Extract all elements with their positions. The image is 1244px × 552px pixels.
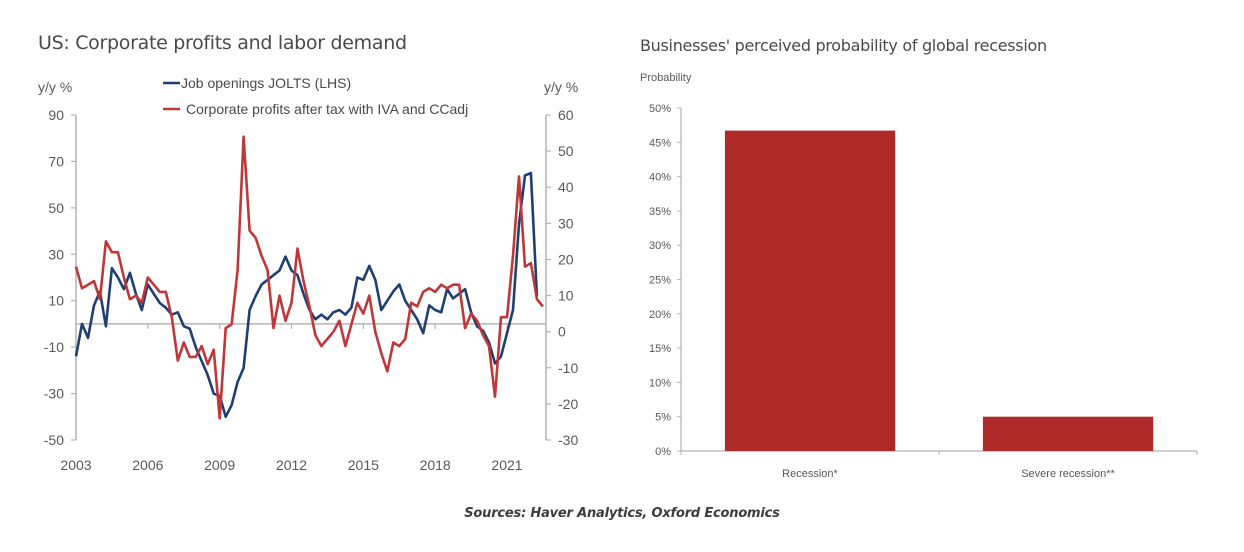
x-tick-label: 2003 [60,457,91,473]
series-line-corporate-profits [74,135,544,420]
bar-y-tick-label: 20% [649,309,671,321]
bar-chart-bars [724,130,1154,451]
bar-chart-ylabel: Probability [640,72,692,84]
bar-y-tick-label: 15% [649,343,671,355]
legend-label-jolts: Job openings JOLTS (LHS) [181,75,351,91]
right-y-tick-label: 20 [558,251,574,267]
bar-y-tick-label: 50% [649,103,671,115]
right-y-tick-label: -10 [558,360,578,376]
left-y-tick-label: -30 [44,386,64,402]
left-axis-unit-label: y/y % [38,79,72,95]
line-chart-axes: 90 70 50 30 10 -10 -30 -50 60 50 40 30 20 10 0 -10 -20 -3… [44,107,579,473]
bar-category-label: Severe recession** [1021,468,1115,480]
right-y-tick-label: -20 [558,396,578,412]
bar-y-tick-label: 25% [649,275,671,287]
bar-category-label: Recession* [782,468,838,480]
legend-label-profits: Corporate profits after tax with IVA and… [186,101,468,117]
left-y-tick-label: 90 [48,107,64,123]
left-y-tick-label: 50 [48,200,64,216]
bar-y-tick-label: 45% [649,137,671,149]
left-y-tick-label: -50 [44,432,64,448]
right-y-tick-label: 10 [558,288,574,304]
left-y-tick-label: 30 [48,246,64,262]
right-y-tick-label: -30 [558,432,578,448]
line-chart-title: US: Corporate profits and labor demand [38,32,407,54]
left-y-tick-label: 70 [48,153,64,169]
bar-severe-recession [982,416,1154,451]
bar-y-tick-label: 5% [655,412,671,424]
right-axis-unit-label: y/y % [544,79,578,95]
x-tick-label: 2006 [132,457,163,473]
bar-recession [724,130,896,451]
right-y-tick-label: 50 [558,143,574,159]
line-chart-legend: Job openings JOLTS (LHS) Corporate profi… [163,75,468,117]
bar-y-tick-label: 40% [649,172,671,184]
right-y-tick-label: 40 [558,179,574,195]
right-y-tick-label: 60 [558,107,574,123]
right-y-tick-label: 0 [558,324,566,340]
right-y-tick-label: 30 [558,215,574,231]
bar-y-tick-label: 0% [655,446,671,458]
line-chart-series [74,135,544,420]
x-tick-label: 2015 [348,457,379,473]
bar-y-tick-label: 35% [649,206,671,218]
x-tick-label: 2009 [204,457,235,473]
x-tick-label: 2012 [276,457,307,473]
bar-chart-title: Businesses' perceived probability of glo… [640,36,1047,55]
bar-y-tick-label: 10% [649,377,671,389]
x-tick-label: 2021 [491,457,522,473]
x-tick-label: 2018 [420,457,451,473]
bar-chart-axes: 50% 45% 40% 35% 30% 25% 20% 15% 10% 5% 0% Recession… [649,103,1198,480]
source-note: Sources: Haver Analytics, Oxford Economi… [464,506,780,521]
left-y-tick-label: -10 [44,339,64,355]
bar-y-tick-label: 30% [649,240,671,252]
left-y-tick-label: 10 [48,293,64,309]
